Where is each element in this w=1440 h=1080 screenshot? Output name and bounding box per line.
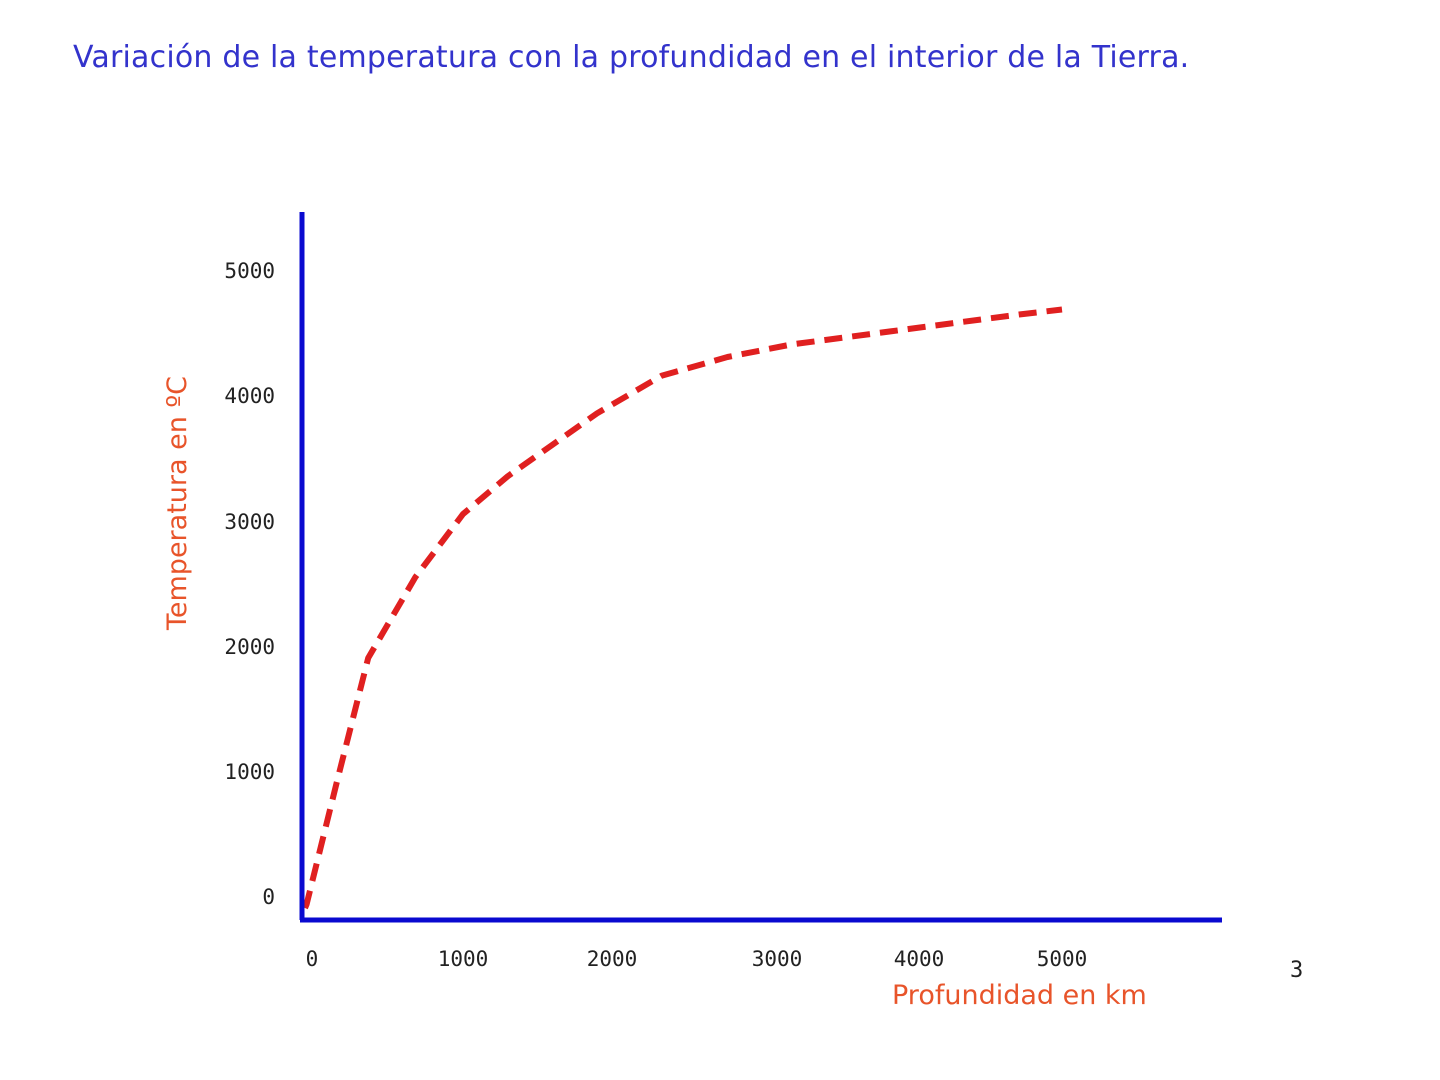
y-tick-label: 4000 bbox=[224, 384, 275, 408]
x-tick-labels: 0 1000 2000 3000 4000 5000 bbox=[306, 947, 1088, 971]
x-tick-label: 4000 bbox=[894, 947, 945, 971]
temperature-series-line bbox=[302, 306, 1063, 910]
y-tick-label: 3000 bbox=[224, 510, 275, 534]
y-axis-label: Temperatura en ºC bbox=[162, 376, 193, 631]
x-tick-label: 5000 bbox=[1037, 947, 1088, 971]
y-tick-label: 0 bbox=[262, 885, 275, 909]
x-tick-label: 0 bbox=[306, 947, 319, 971]
x-axis-label: Profundidad en km bbox=[892, 980, 1147, 1011]
y-tick-label: 1000 bbox=[224, 760, 275, 784]
x-tick-label: 2000 bbox=[587, 947, 638, 971]
y-tick-labels: 0 1000 2000 3000 4000 5000 bbox=[224, 259, 275, 909]
y-tick-label: 2000 bbox=[224, 635, 275, 659]
y-tick-label: 5000 bbox=[224, 259, 275, 283]
slide-title: Variación de la temperatura con la profu… bbox=[73, 40, 1190, 75]
x-tick-label: 3000 bbox=[752, 947, 803, 971]
page-number: 3 bbox=[1290, 958, 1304, 983]
x-tick-label: 1000 bbox=[438, 947, 489, 971]
